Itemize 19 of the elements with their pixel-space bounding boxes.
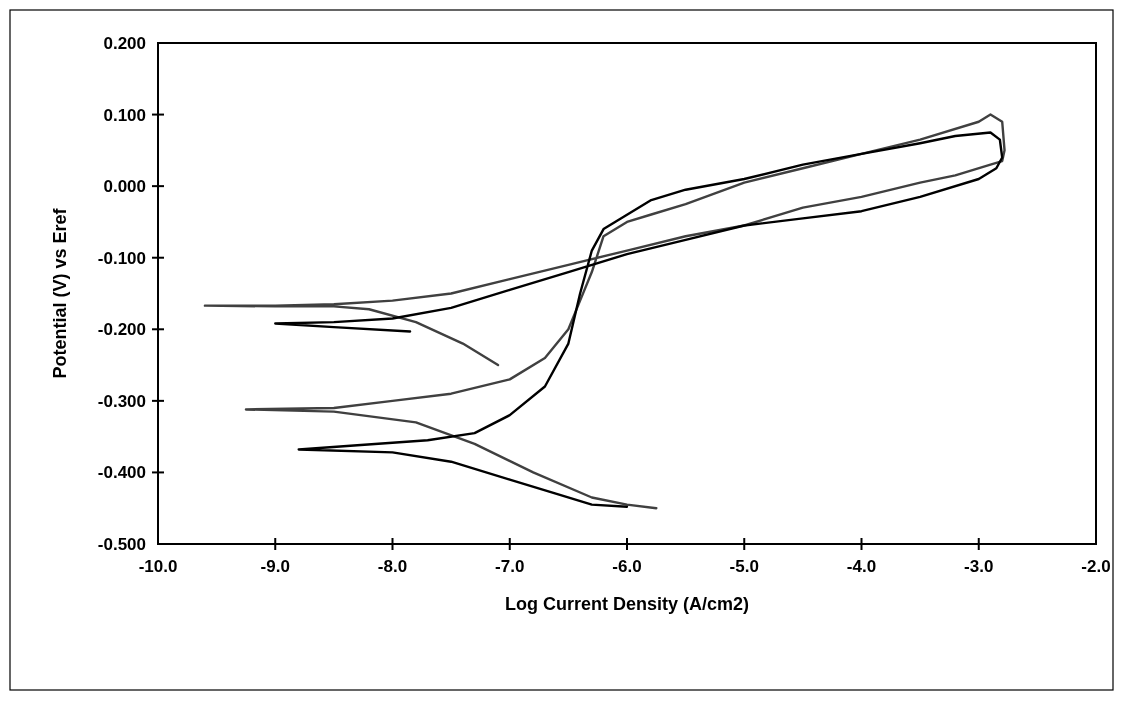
x-tick-label: -7.0: [495, 557, 525, 576]
y-tick-label: -0.200: [97, 320, 146, 340]
x-tick-label: -10.0: [138, 557, 178, 576]
x-tick-label: -2.0: [1081, 557, 1111, 576]
x-tick-label: -9.0: [260, 557, 290, 576]
y-tick-label: 0.200: [103, 33, 146, 53]
y-tick-label: -0.300: [97, 391, 146, 411]
x-tick-label: -6.0: [612, 557, 642, 576]
y-tick-label: 0.100: [103, 105, 146, 125]
y-tick-label: 0.000: [103, 177, 146, 197]
x-tick-label: -3.0: [964, 557, 994, 576]
x-tick-label: -5.0: [729, 557, 759, 576]
y-tick-label: -0.500: [97, 534, 146, 554]
x-tick-label: -4.0: [846, 557, 877, 576]
y-tick-label: -0.400: [97, 463, 146, 483]
x-axis-title: Log Current Density (A/cm2): [504, 594, 750, 614]
x-tick-label: -8.0: [377, 557, 408, 576]
y-axis-title: Potential (V) vs Eref: [50, 207, 70, 379]
y-tick-label: -0.100: [97, 248, 146, 268]
